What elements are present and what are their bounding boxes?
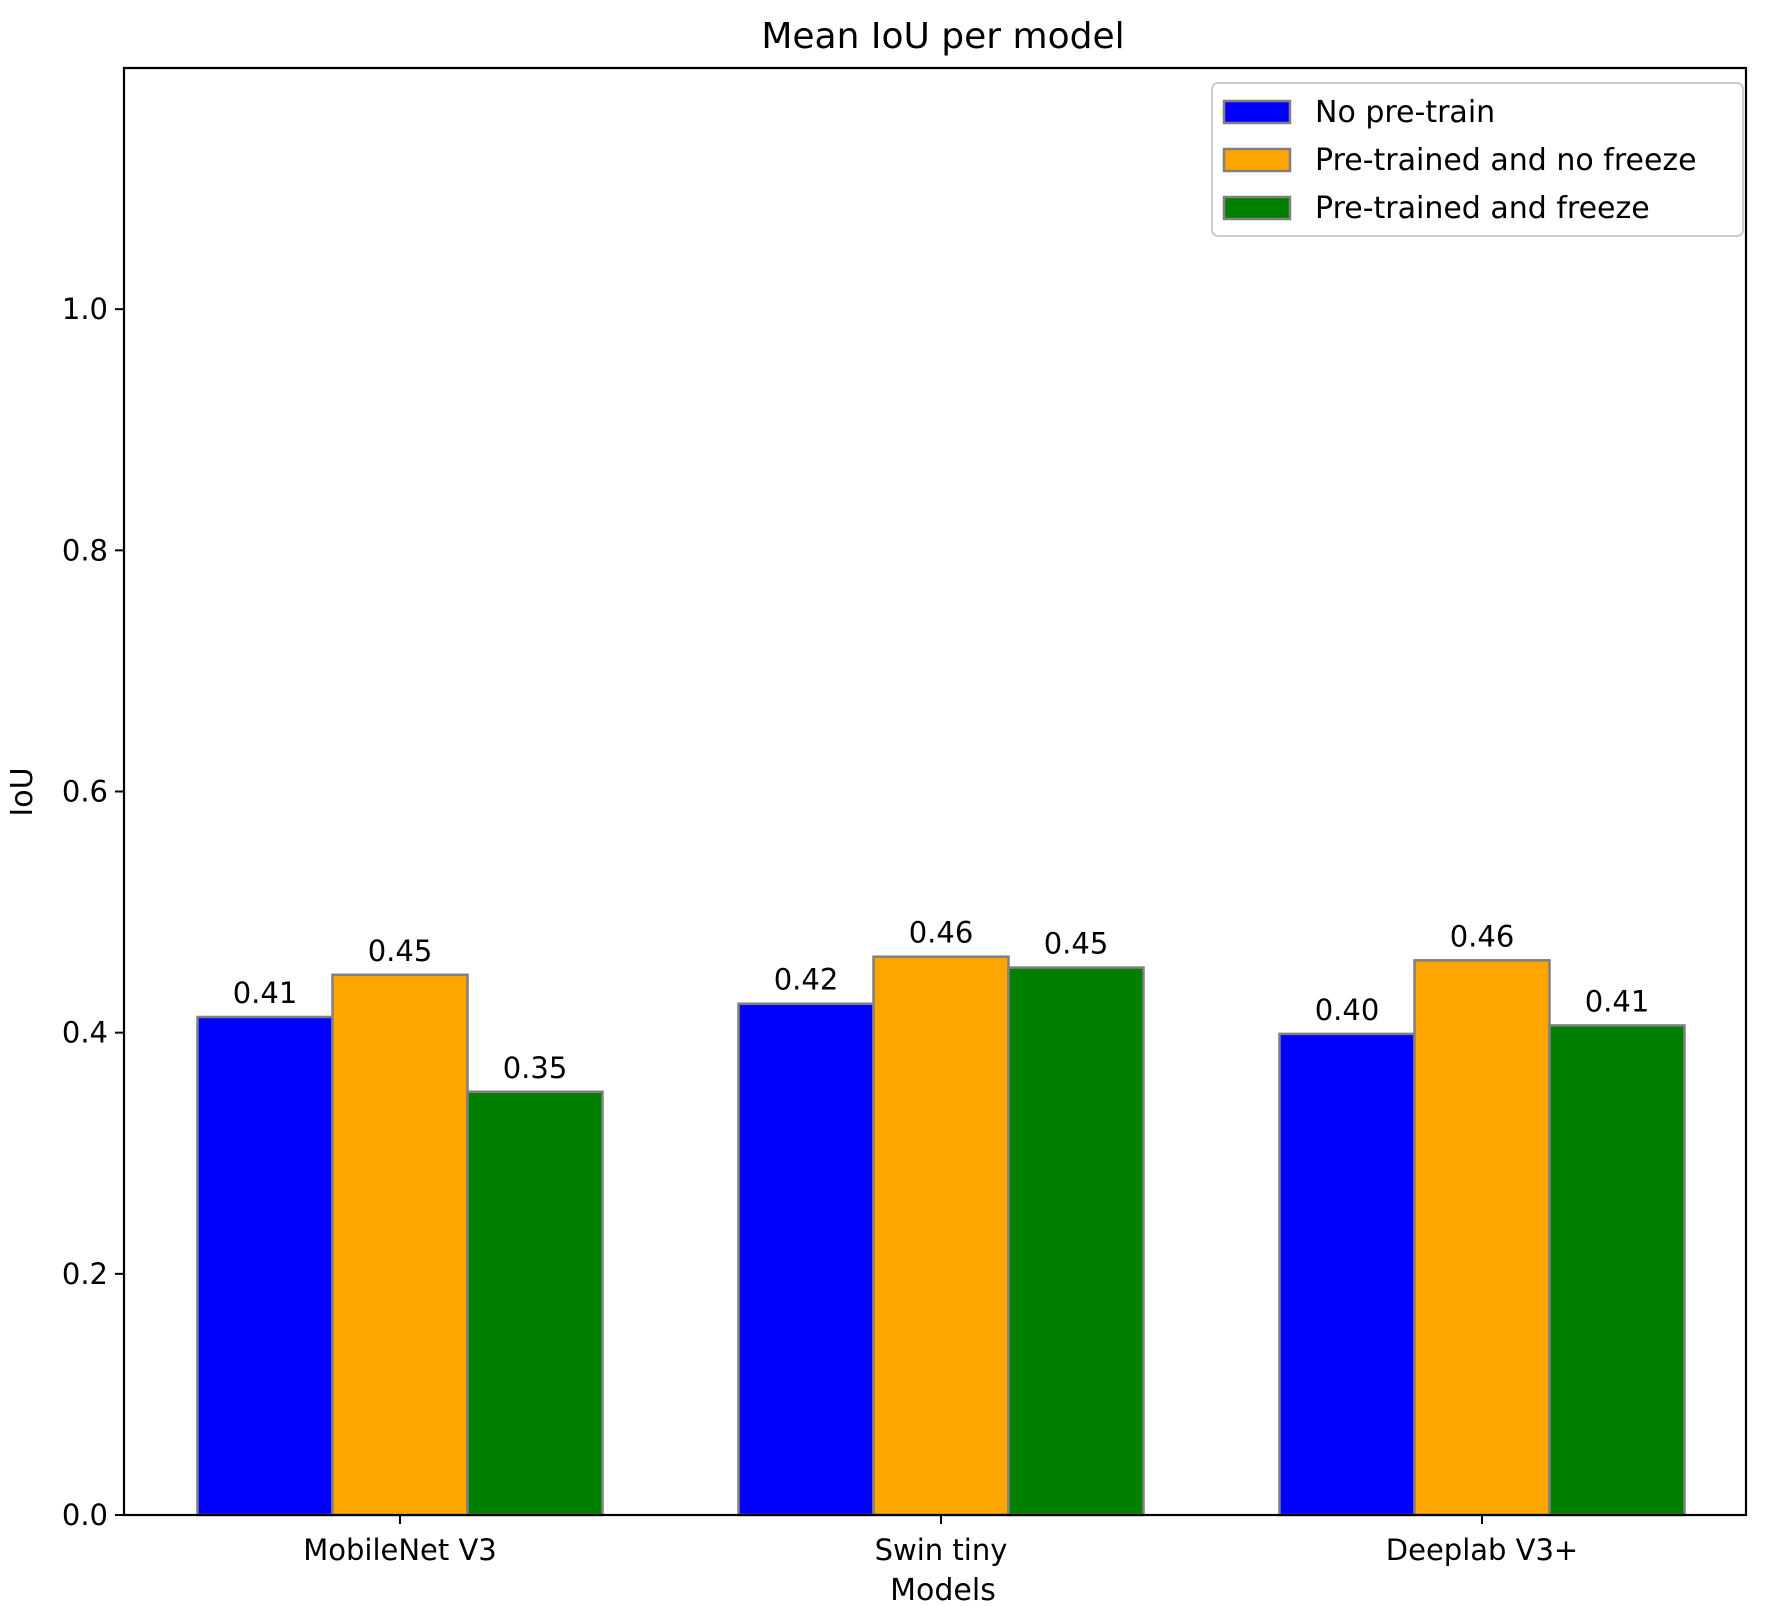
bar-value-label: 0.46 bbox=[1450, 919, 1515, 953]
bar bbox=[466, 1090, 604, 1517]
y-tick-label: 0.4 bbox=[62, 1016, 108, 1050]
bar-value-label: 0.46 bbox=[909, 916, 974, 950]
bar bbox=[331, 973, 469, 1517]
legend: No pre-train Pre-trained and no freeze Pre… bbox=[1211, 82, 1744, 237]
bar bbox=[1278, 1032, 1416, 1517]
bar-value-label: 0.41 bbox=[1585, 984, 1650, 1018]
bars bbox=[196, 955, 1686, 1517]
bar-value-label: 0.40 bbox=[1315, 993, 1380, 1027]
bar-value-label: 0.41 bbox=[233, 976, 298, 1010]
legend-label: No pre-train bbox=[1315, 95, 1495, 130]
legend-label: Pre-trained and freeze bbox=[1315, 191, 1650, 226]
legend-items: No pre-train Pre-trained and no freeze Pre… bbox=[1222, 95, 1697, 226]
bar bbox=[1007, 966, 1145, 1517]
bar-value-label: 0.42 bbox=[774, 963, 839, 997]
y-tick-label: 0.0 bbox=[62, 1498, 108, 1532]
y-tick-label: 0.6 bbox=[62, 775, 108, 809]
x-tick-label: MobileNet V3 bbox=[303, 1533, 497, 1567]
x-tick-label: Deeplab V3+ bbox=[1386, 1533, 1578, 1567]
bar bbox=[1548, 1024, 1686, 1517]
x-tick-label: Swin tiny bbox=[875, 1533, 1008, 1567]
y-tick-label: 0.2 bbox=[62, 1257, 108, 1291]
legend-swatch bbox=[1222, 195, 1292, 221]
chart-title: Mean IoU per model bbox=[761, 16, 1124, 57]
bar bbox=[872, 955, 1010, 1517]
bar-value-label: 0.35 bbox=[503, 1051, 568, 1085]
bar bbox=[737, 1002, 875, 1517]
y-axis-label: IoU bbox=[5, 767, 40, 816]
x-axis-label: Models bbox=[890, 1573, 996, 1606]
y-tick-label: 1.0 bbox=[62, 292, 108, 326]
legend-swatch bbox=[1222, 99, 1292, 125]
bar bbox=[1413, 959, 1551, 1517]
bar-value-label: 0.45 bbox=[1044, 927, 1109, 961]
value-labels: 0.41 0.42 0.40 0.45 0.46 0.46 0.35 0.45 0.41 bbox=[233, 916, 1650, 1085]
legend-swatch bbox=[1222, 147, 1292, 173]
legend-label: Pre-trained and no freeze bbox=[1315, 143, 1697, 178]
legend-box bbox=[1211, 82, 1744, 237]
x-axis: MobileNet V3 Swin tiny Deeplab V3+ bbox=[303, 1515, 1578, 1567]
bar bbox=[196, 1015, 334, 1517]
bar-value-label: 0.45 bbox=[368, 934, 433, 968]
y-tick-label: 0.8 bbox=[62, 533, 108, 567]
y-axis: 0.0 0.2 0.4 0.6 0.8 1.0 bbox=[62, 292, 124, 1532]
